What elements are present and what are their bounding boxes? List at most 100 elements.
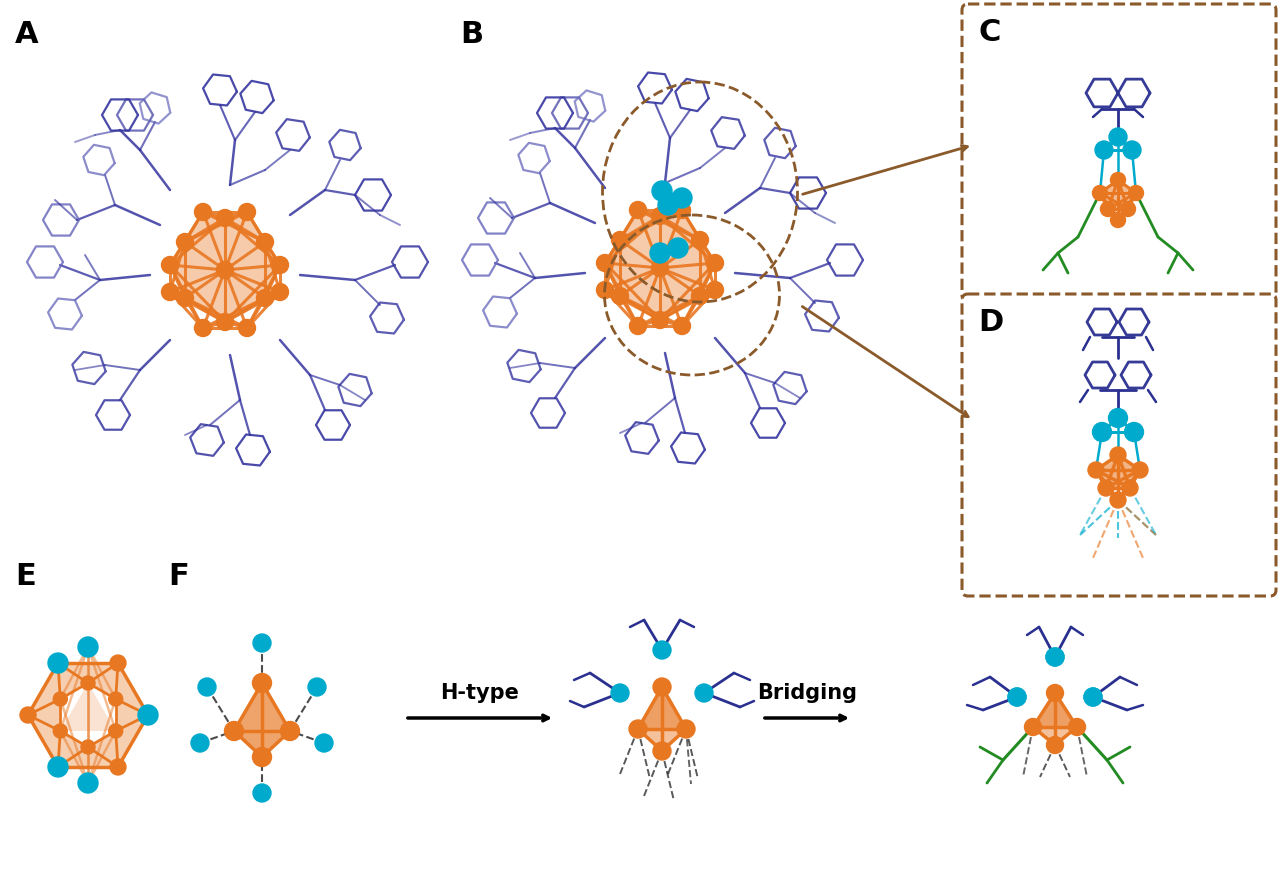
Circle shape <box>1009 688 1027 706</box>
Polygon shape <box>234 683 262 757</box>
Polygon shape <box>58 663 115 699</box>
Text: C: C <box>978 18 1001 47</box>
Circle shape <box>673 318 690 335</box>
Polygon shape <box>637 687 686 729</box>
Circle shape <box>271 256 288 273</box>
Circle shape <box>50 655 67 671</box>
Text: F: F <box>168 562 188 591</box>
Circle shape <box>1084 688 1102 706</box>
Polygon shape <box>186 242 225 298</box>
Circle shape <box>1110 492 1126 508</box>
Circle shape <box>1098 480 1114 496</box>
Circle shape <box>691 231 709 248</box>
Circle shape <box>707 281 723 298</box>
Polygon shape <box>170 242 186 298</box>
Polygon shape <box>28 683 88 715</box>
Polygon shape <box>1033 693 1055 745</box>
Circle shape <box>47 653 68 673</box>
Circle shape <box>195 204 211 221</box>
Polygon shape <box>58 699 60 767</box>
Text: H-type: H-type <box>440 683 520 703</box>
Circle shape <box>630 318 646 335</box>
Circle shape <box>252 673 271 692</box>
Circle shape <box>109 724 123 738</box>
Circle shape <box>54 724 68 738</box>
Text: D: D <box>978 308 1004 337</box>
Circle shape <box>1093 422 1111 441</box>
Circle shape <box>224 722 243 740</box>
Circle shape <box>652 312 668 329</box>
Circle shape <box>1009 688 1027 706</box>
FancyBboxPatch shape <box>963 4 1276 301</box>
Polygon shape <box>58 663 118 699</box>
Circle shape <box>1046 648 1064 666</box>
Circle shape <box>612 288 628 305</box>
Circle shape <box>1101 202 1115 216</box>
Circle shape <box>653 641 671 659</box>
Text: A: A <box>15 20 38 49</box>
Circle shape <box>658 195 678 215</box>
Polygon shape <box>186 270 225 322</box>
Circle shape <box>161 283 178 301</box>
Circle shape <box>1069 719 1085 736</box>
Circle shape <box>195 320 211 337</box>
Circle shape <box>78 637 99 657</box>
Polygon shape <box>262 683 291 757</box>
Circle shape <box>253 784 271 802</box>
Polygon shape <box>88 715 148 767</box>
Circle shape <box>81 676 95 690</box>
Circle shape <box>677 720 695 738</box>
Circle shape <box>695 684 713 702</box>
Circle shape <box>673 202 690 219</box>
Polygon shape <box>1055 693 1076 745</box>
Polygon shape <box>225 212 265 242</box>
Polygon shape <box>225 242 265 298</box>
Circle shape <box>216 262 233 279</box>
Circle shape <box>1046 648 1064 666</box>
Polygon shape <box>234 683 291 731</box>
Polygon shape <box>225 218 265 270</box>
Circle shape <box>650 243 669 263</box>
Circle shape <box>596 255 613 271</box>
Polygon shape <box>660 210 700 240</box>
Text: Bridging: Bridging <box>756 683 858 703</box>
Circle shape <box>1123 141 1140 159</box>
Polygon shape <box>620 268 660 320</box>
Circle shape <box>672 188 692 208</box>
Circle shape <box>177 289 193 306</box>
Polygon shape <box>265 242 280 298</box>
Circle shape <box>668 238 689 258</box>
Circle shape <box>256 233 274 251</box>
Circle shape <box>110 655 125 671</box>
Polygon shape <box>660 216 700 268</box>
Circle shape <box>271 283 288 301</box>
Circle shape <box>238 320 256 337</box>
Circle shape <box>1132 462 1148 478</box>
Circle shape <box>308 678 326 696</box>
Polygon shape <box>115 663 148 731</box>
Circle shape <box>191 734 209 752</box>
Circle shape <box>238 204 256 221</box>
Circle shape <box>653 678 671 696</box>
Polygon shape <box>60 683 115 731</box>
Circle shape <box>707 255 723 271</box>
Circle shape <box>1110 447 1126 463</box>
Circle shape <box>652 181 672 201</box>
Polygon shape <box>234 731 291 757</box>
Polygon shape <box>1096 455 1140 470</box>
Circle shape <box>1111 172 1125 188</box>
Circle shape <box>216 313 233 330</box>
Circle shape <box>1129 186 1143 201</box>
Polygon shape <box>660 240 700 296</box>
Circle shape <box>49 757 68 777</box>
Circle shape <box>612 231 628 248</box>
Circle shape <box>1123 480 1138 496</box>
Polygon shape <box>1096 470 1130 488</box>
Circle shape <box>1108 128 1126 146</box>
Polygon shape <box>660 268 700 320</box>
Circle shape <box>109 692 123 706</box>
Circle shape <box>1120 202 1135 216</box>
Circle shape <box>1024 719 1042 736</box>
Polygon shape <box>28 699 60 767</box>
Circle shape <box>177 233 193 251</box>
